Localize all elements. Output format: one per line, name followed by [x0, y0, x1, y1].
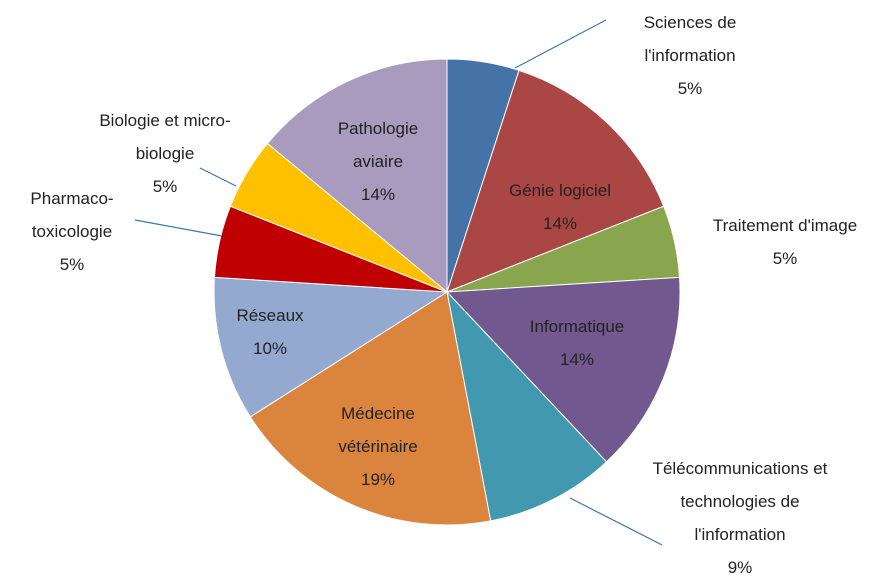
pie: [213, 58, 681, 526]
slice-label: Informatique 14%: [497, 310, 657, 376]
pie-slice: [446, 69, 665, 293]
category-label: Biologie et micro-biologie: [99, 111, 231, 163]
category-label: Télécommunications et technologies de l'…: [652, 459, 828, 544]
value-label: 14%: [559, 350, 595, 369]
pie-slice: [266, 58, 448, 294]
value-label: 5%: [152, 177, 178, 196]
slice-label: Génie logiciel 14%: [480, 174, 640, 240]
value-label: 9%: [727, 558, 753, 577]
pie-slice: [213, 276, 449, 418]
leader-line: [514, 19, 607, 69]
pie-slice: [446, 290, 608, 522]
slice-label: Traitement d'image 5%: [670, 209, 892, 275]
slice-label: Pathologie aviaire 14%: [322, 112, 434, 211]
slice-label: Sciences de l'information 5%: [623, 6, 758, 105]
category-label: Pathologie aviaire: [337, 119, 419, 171]
category-label: Sciences de l'information: [643, 13, 737, 65]
category-label: Informatique: [529, 317, 625, 336]
value-label: 10%: [252, 339, 288, 358]
category-label: Réseaux: [236, 306, 304, 325]
leader-line: [199, 167, 237, 187]
value-label: 5%: [677, 79, 703, 98]
category-label: Génie logiciel: [508, 181, 612, 200]
value-label: 5%: [772, 249, 798, 268]
category-label: Pharmaco-toxicologie: [30, 189, 114, 241]
value-label: 14%: [542, 214, 578, 233]
pie-slice: [249, 291, 492, 526]
leader-line: [134, 219, 223, 237]
pie-slice: [445, 276, 681, 463]
value-label: 5%: [59, 255, 85, 274]
slice-label: Réseaux 10%: [210, 299, 330, 365]
leader-lines: [134, 19, 663, 546]
category-label: Traitement d'image: [712, 216, 858, 235]
slice-label: Biologie et micro-biologie 5%: [99, 104, 231, 203]
slice-label: Télécommunications et technologies de l'…: [651, 452, 829, 584]
leader-line: [569, 497, 663, 546]
category-label: Médecine vétérinaire: [338, 404, 418, 456]
slice-label: Pharmaco-toxicologie 5%: [16, 182, 128, 281]
value-label: 19%: [360, 470, 396, 489]
slice-label: Médecine vétérinaire 19%: [316, 397, 441, 496]
value-label: 14%: [360, 185, 396, 204]
